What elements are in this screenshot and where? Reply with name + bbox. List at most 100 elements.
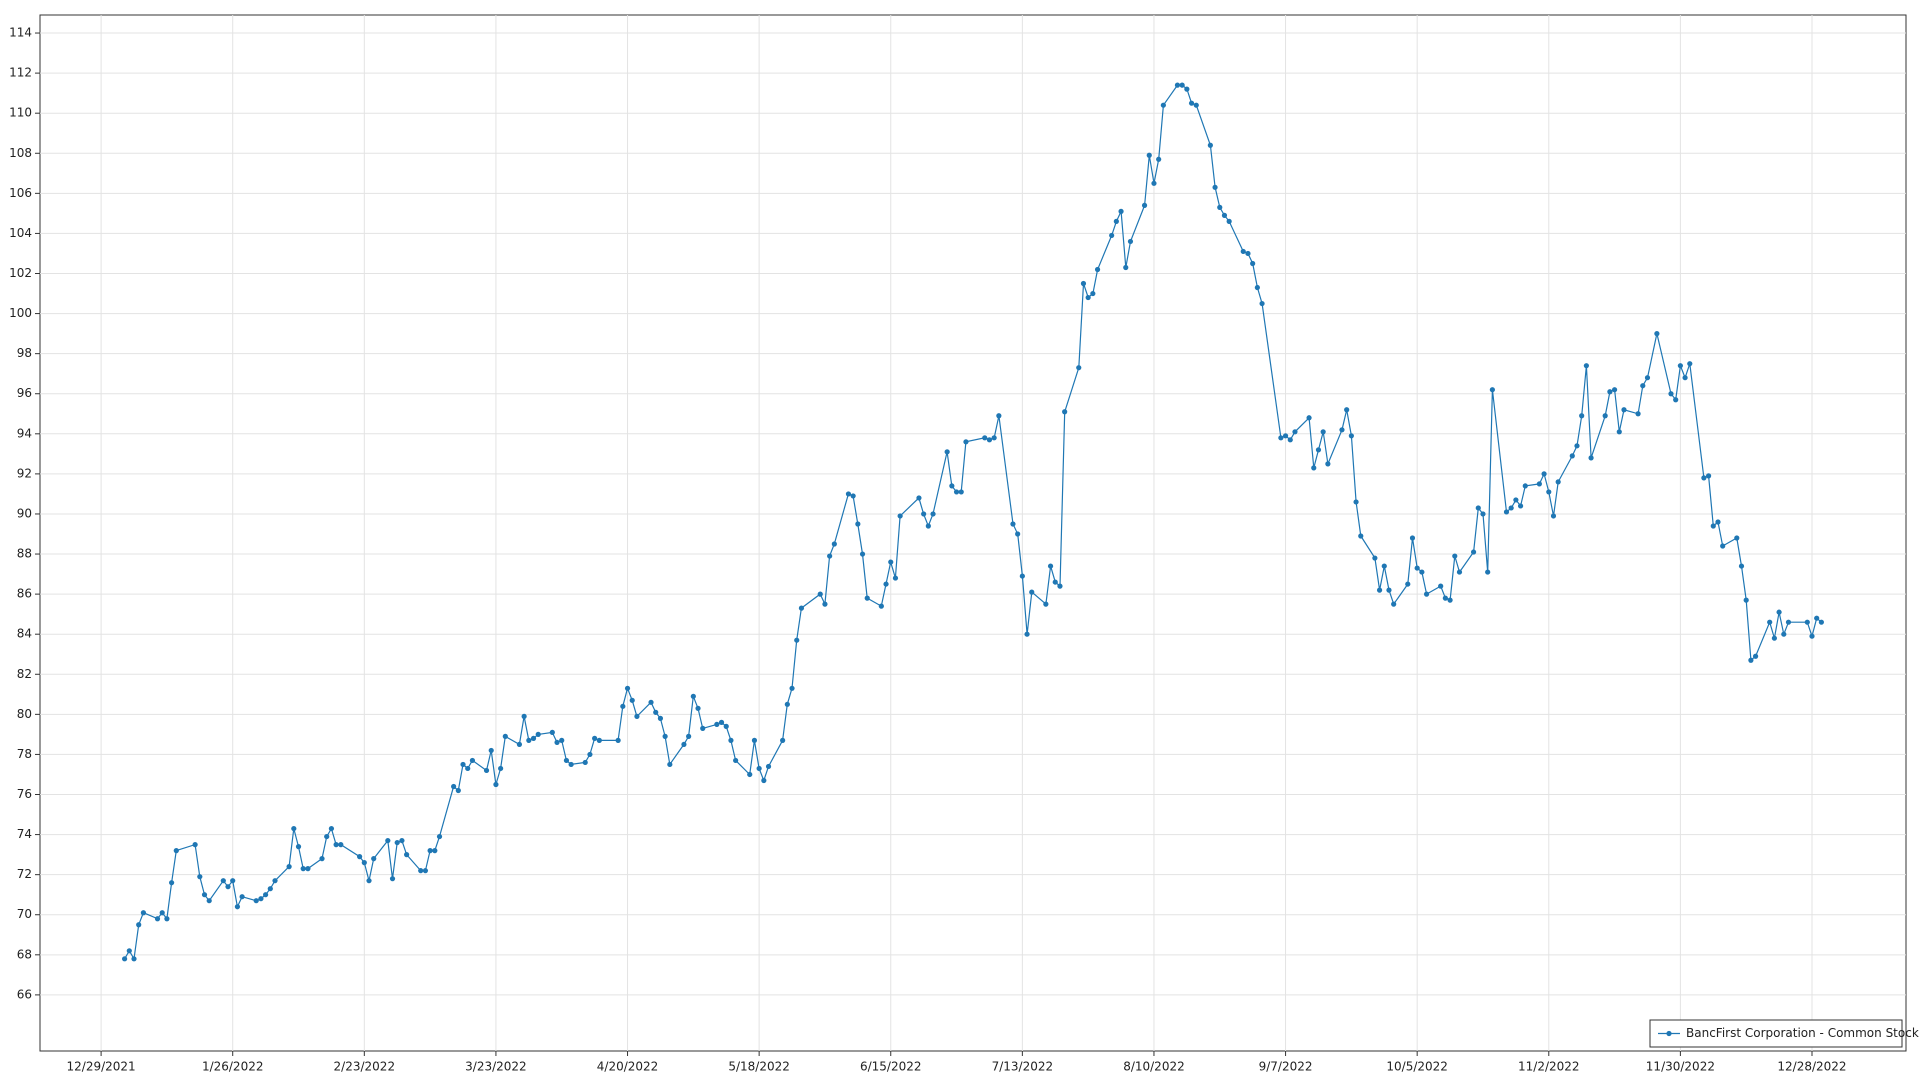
point	[1818, 619, 1824, 625]
point	[498, 765, 504, 772]
point	[1814, 615, 1820, 621]
point	[1489, 387, 1495, 393]
point	[526, 737, 532, 744]
point	[206, 898, 212, 904]
point	[1452, 553, 1458, 559]
point	[1602, 413, 1608, 419]
point	[1574, 443, 1580, 449]
point	[1752, 653, 1759, 659]
legend-box	[1649, 1019, 1903, 1048]
point	[418, 868, 424, 874]
point	[319, 856, 325, 862]
point	[1085, 294, 1091, 301]
point	[1776, 609, 1782, 615]
point	[1710, 523, 1716, 529]
point	[1734, 535, 1740, 541]
point	[784, 701, 790, 707]
point	[568, 761, 574, 768]
point	[404, 852, 410, 858]
point	[587, 751, 593, 758]
x-tick-label: 10/5/2022	[1386, 1060, 1448, 1074]
point	[958, 489, 964, 495]
point	[1315, 447, 1322, 453]
point	[1419, 569, 1425, 575]
y-tick-label: 70	[17, 907, 32, 921]
point	[131, 956, 137, 962]
point	[1705, 473, 1712, 479]
point	[1743, 597, 1749, 603]
point	[286, 864, 292, 870]
point	[695, 705, 701, 711]
point	[122, 956, 128, 962]
point	[291, 825, 297, 832]
point	[1485, 569, 1491, 575]
point	[1254, 284, 1260, 291]
point	[1635, 411, 1641, 417]
point	[864, 595, 870, 601]
point	[878, 603, 884, 609]
point	[1024, 631, 1030, 637]
point	[1188, 100, 1195, 106]
point	[394, 839, 400, 846]
point	[615, 737, 621, 744]
point	[1555, 479, 1561, 485]
point	[295, 844, 302, 850]
point	[1809, 633, 1815, 639]
point	[1156, 156, 1162, 162]
point	[1141, 202, 1148, 208]
point	[1456, 569, 1463, 575]
point	[1080, 280, 1087, 287]
point	[1442, 595, 1448, 601]
point	[220, 878, 226, 884]
point	[723, 723, 729, 729]
point	[624, 685, 631, 691]
point	[657, 715, 664, 721]
point	[126, 948, 132, 954]
point	[963, 439, 969, 445]
point	[1550, 513, 1557, 519]
point	[986, 437, 993, 443]
point	[267, 886, 273, 892]
x-tick-label: 3/23/2022	[465, 1060, 527, 1074]
point	[883, 581, 889, 587]
point	[1781, 631, 1787, 637]
y-tick-label: 80	[17, 707, 32, 721]
y-tick-label: 92	[17, 466, 32, 480]
point	[1475, 505, 1481, 511]
y-tick-label: 74	[17, 827, 32, 841]
y-tick-label: 100	[9, 306, 32, 320]
x-tick-label: 12/28/2022	[1777, 1060, 1846, 1074]
point	[1226, 218, 1232, 224]
point	[1611, 387, 1618, 393]
point	[451, 783, 457, 790]
point	[1738, 563, 1745, 569]
point	[629, 697, 635, 703]
point	[1094, 266, 1101, 273]
point	[1127, 238, 1134, 245]
point	[1687, 361, 1693, 367]
point	[1029, 589, 1035, 595]
point	[1621, 407, 1627, 413]
point	[1583, 363, 1589, 369]
point	[1701, 475, 1707, 481]
point	[1240, 248, 1246, 255]
y-tick-label: 98	[17, 346, 32, 360]
point	[667, 761, 673, 768]
point	[385, 837, 391, 844]
point	[916, 495, 922, 501]
point	[662, 733, 668, 739]
point	[718, 719, 725, 725]
point	[1640, 383, 1646, 389]
point	[1391, 601, 1397, 607]
point	[1062, 409, 1068, 415]
point	[436, 833, 443, 840]
point	[751, 737, 758, 744]
point	[648, 699, 654, 705]
point	[1682, 375, 1688, 381]
point	[422, 868, 429, 874]
point	[1207, 142, 1213, 148]
point	[1358, 533, 1364, 539]
point	[1386, 587, 1392, 593]
y-tick-label: 88	[17, 547, 32, 561]
